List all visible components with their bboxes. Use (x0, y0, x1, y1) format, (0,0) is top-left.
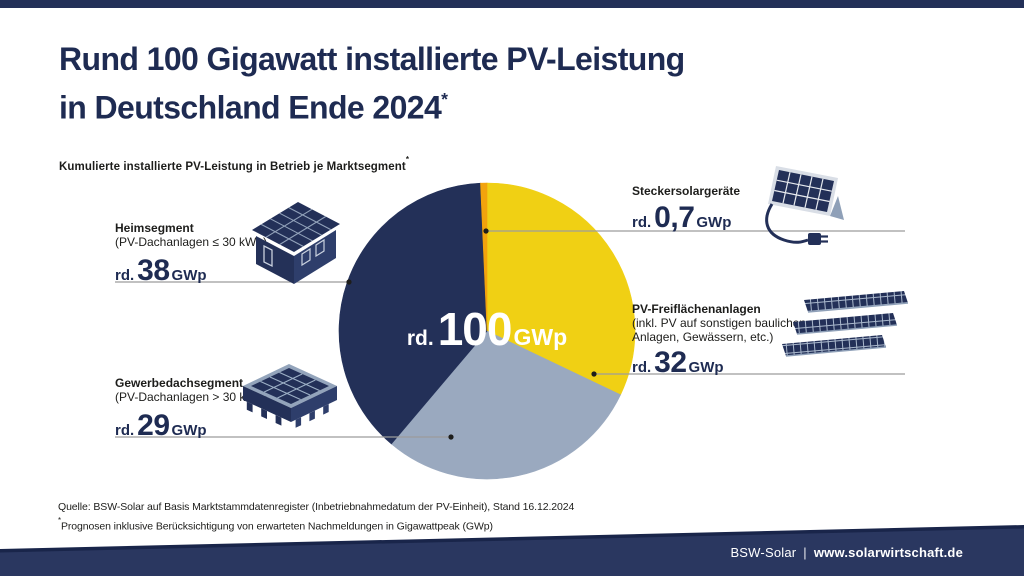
value-prefix: rd. (115, 267, 135, 284)
callout-pv-freiflaechenanlagen: PV-Freiflächenanlagen (inkl. PV auf sons… (632, 302, 837, 380)
prognosis-text: Prognosen inklusive Berücksichtigung von… (60, 520, 493, 533)
flat-roof-building-solar-icon (243, 364, 337, 428)
house-solar-roof-icon (252, 202, 340, 284)
brand-name: BSW-Solar (730, 545, 797, 560)
callout-heimsegment: Heimsegment (PV-Dachanlagen ≤ 30 kWp) rd… (115, 221, 335, 288)
value-unit: GWp (171, 422, 207, 439)
subtitle-asterisk: * (405, 155, 410, 164)
pie-center-label: rd.100GWp (352, 302, 622, 356)
pie-segments (338, 182, 636, 480)
prognosis-asterisk: * (58, 516, 61, 525)
footer-separator: | (803, 545, 807, 560)
callout-value: rd. 32 GWp (632, 346, 837, 380)
pie-segment-gewerbedach (390, 330, 621, 480)
callout-gewerbedachsegment: Gewerbedachsegment (PV-Dachanlagen > 30 … (115, 376, 335, 443)
value-prefix: rd. (632, 214, 652, 231)
callout-value: rd. 38 GWp (115, 254, 335, 288)
value-number: 38 (137, 254, 170, 287)
pie-segment-freiflaechen (486, 182, 636, 396)
footer-brand-url: BSW-Solar | www.solarwirtschaft.de (730, 545, 963, 560)
callout-title: Heimsegment (115, 221, 194, 235)
callout-title: Steckersolargeräte (632, 184, 741, 198)
leader-dots (346, 228, 597, 440)
center-label-value: 100 (437, 303, 513, 355)
leader-lines (115, 230, 905, 438)
value-number: 0,7 (654, 201, 695, 234)
leader-dot-gewerbedach (448, 434, 454, 440)
prognosis-line: *Prognosen inklusive Berücksichtigung vo… (58, 515, 574, 535)
plug-in-balcony-solar-icon (765, 166, 844, 245)
value-unit: GWp (171, 267, 207, 284)
callout-subtitle: (PV-Dachanlagen ≤ 30 kWp) (115, 235, 267, 249)
chart-subtitle: Kumulierte installierte PV-Leistung in B… (59, 155, 410, 173)
center-label-unit: GWp (513, 324, 568, 350)
leader-dot-freiflaechen (591, 371, 597, 377)
leader-dot-steckersolar (483, 228, 489, 234)
value-unit: GWp (688, 359, 724, 376)
callout-subtitle: (PV-Dachanlagen > 30 kWp) (115, 390, 268, 404)
ground-mounted-pv-rows-icon (782, 291, 909, 357)
page-title: Rund 100 Gigawatt installierte PV-Leistu… (59, 38, 685, 129)
callout-subtitle: (inkl. PV auf sonstigen baulichen Anlage… (632, 316, 807, 344)
center-label-prefix: rd. (406, 327, 434, 350)
title-line-2: in Deutschland Ende 2024 (59, 89, 442, 126)
title-asterisk: * (441, 89, 448, 109)
chart-subtitle-text: Kumulierte installierte PV-Leistung in B… (59, 160, 406, 173)
callout-title: PV-Freiflächenanlagen (632, 302, 761, 316)
source-line: Quelle: BSW-Solar auf Basis Marktstammda… (58, 501, 575, 513)
value-unit: GWp (696, 214, 732, 231)
callout-steckersolargeraete: Steckersolargeräte rd. 0,7 GWp (632, 184, 852, 235)
callout-value: rd. 29 GWp (115, 409, 335, 443)
pie-segment-stecker (480, 182, 488, 332)
callout-title: Gewerbedachsegment (115, 376, 244, 390)
title-line-1: Rund 100 Gigawatt installierte PV-Leistu… (59, 41, 685, 77)
value-prefix: rd. (632, 359, 652, 376)
value-number: 32 (654, 346, 687, 379)
brand-url: www.solarwirtschaft.de (813, 545, 963, 560)
callout-value: rd. 0,7 GWp (632, 201, 852, 235)
leader-dot-heimsegment (346, 279, 352, 285)
value-number: 29 (137, 409, 170, 442)
bottom-accent-band (0, 525, 1024, 576)
top-accent-bar (0, 0, 1024, 8)
footnotes: Quelle: BSW-Solar auf Basis Marktstammda… (58, 500, 574, 535)
value-prefix: rd. (115, 422, 135, 439)
